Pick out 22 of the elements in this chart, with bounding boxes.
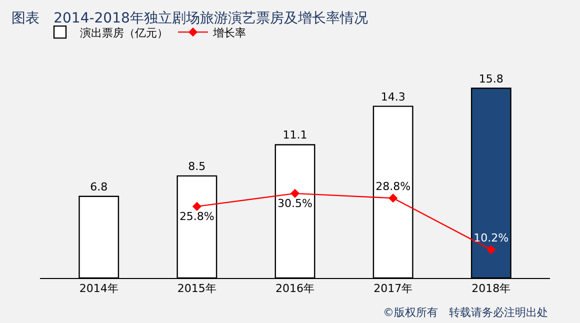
x-tick-label: 2016年 [276, 282, 314, 296]
x-tick-label: 2015年 [177, 282, 216, 296]
point [388, 194, 398, 203]
legend-label: 增长率 [212, 26, 246, 40]
chart-title: 图表 2014-2018年独立剧场旅游演艺票房及增长率情况 [12, 10, 368, 27]
data-label: 8.5 [188, 160, 206, 173]
data-label: 14.3 [380, 90, 406, 104]
legend-label: 演出票房（亿元） [80, 26, 168, 40]
point [192, 202, 202, 211]
data-label: 6.8 [90, 180, 108, 194]
point [290, 188, 300, 198]
x-tick-label: 2017年 [374, 282, 413, 296]
x-tick-label: 2018年 [472, 282, 511, 296]
text: ©版权所有 转载请务必注明出处 [383, 306, 548, 319]
data-label: 28.8% [376, 180, 411, 194]
x-tick-label: 2014年 [79, 282, 118, 296]
point [486, 245, 496, 254]
data-label: 15.8 [478, 72, 504, 86]
data-label: 10.2% [474, 232, 509, 245]
data-label: 25.8% [179, 210, 214, 224]
data-label: 30.5% [278, 197, 312, 210]
data-label: 11.1 [282, 128, 308, 142]
